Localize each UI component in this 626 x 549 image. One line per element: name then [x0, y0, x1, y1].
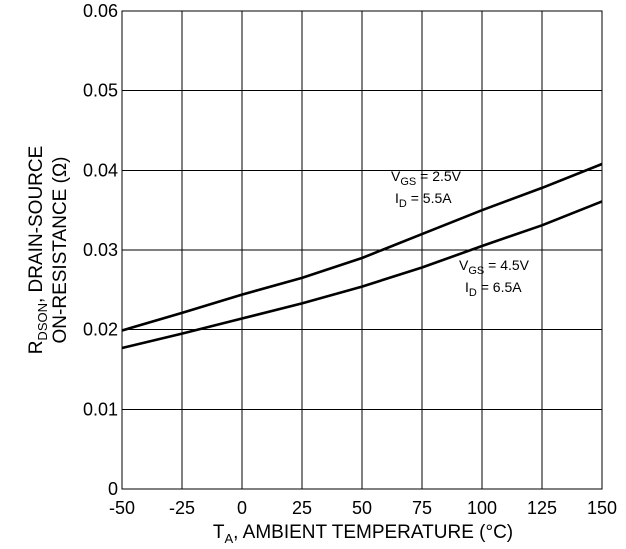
- x-tick-label: -25: [169, 498, 195, 518]
- x-tick-label: 150: [587, 498, 617, 518]
- x-tick-label: -50: [109, 498, 135, 518]
- x-axis-title: TA, AMBIENT TEMPERATURE (°C): [213, 522, 513, 546]
- series-line-1: [121, 162, 603, 332]
- y-axis-title-line-1: RDSON, DRAIN-SOURCE: [26, 146, 50, 355]
- y-tick-label: 0.05: [83, 81, 118, 101]
- x-tick-label: 125: [527, 498, 557, 518]
- plot-frame: [121, 10, 603, 490]
- grid: [121, 10, 603, 490]
- y-tick-label: 0.04: [83, 160, 118, 180]
- y-tick-label: 0: [108, 479, 118, 499]
- x-tick-label: 75: [412, 498, 432, 518]
- x-tick-label: 100: [467, 498, 497, 518]
- tick-labels: -50 -25 0 25 50 75 100 125 150 0 0.01 0.02 0.03 0.04 0…: [83, 1, 617, 518]
- y-tick-label: 0.01: [83, 399, 118, 419]
- series-line-2: [121, 200, 603, 350]
- x-tick-label: 0: [237, 498, 247, 518]
- y-tick-label: 0.02: [83, 320, 118, 340]
- series-1-vgs-label: VGS = 2.5V: [391, 168, 462, 188]
- y-tick-label: 0.06: [83, 1, 118, 21]
- series-2-id-label: ID = 6.5A: [465, 279, 522, 299]
- series-2-vgs-label: VGS = 4.5V: [459, 257, 530, 277]
- series-layer: [121, 162, 603, 350]
- x-tick-label: 25: [292, 498, 312, 518]
- y-axis-title-line-2: ON-RESISTANCE (Ω): [50, 157, 71, 344]
- series-1-id-label: ID = 5.5A: [395, 190, 452, 210]
- x-tick-label: 50: [352, 498, 372, 518]
- y-tick-label: 0.03: [83, 240, 118, 260]
